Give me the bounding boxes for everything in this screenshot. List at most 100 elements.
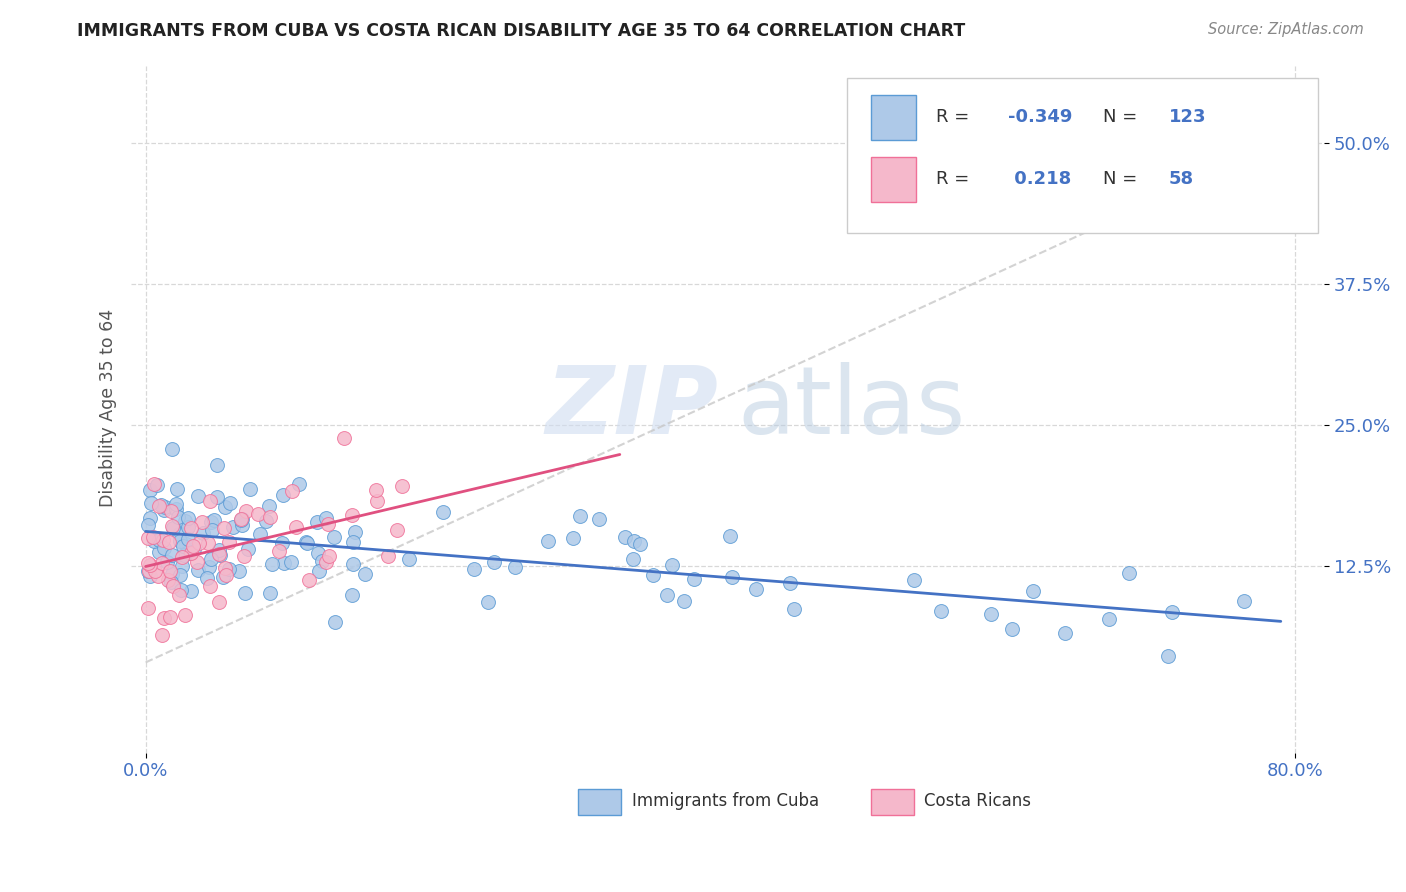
Point	[180, 583, 202, 598]
Point	[173, 548, 195, 562]
Point	[142, 530, 165, 544]
Point	[641, 568, 664, 582]
Point	[537, 534, 560, 549]
Point	[284, 520, 307, 534]
Point	[138, 556, 160, 570]
Point	[333, 431, 356, 445]
Point	[215, 568, 238, 582]
Point	[153, 610, 176, 624]
Point	[177, 519, 200, 533]
Point	[628, 536, 651, 550]
Point	[305, 515, 328, 529]
Point	[181, 539, 204, 553]
Point	[342, 535, 364, 549]
Point	[257, 500, 280, 514]
Point	[721, 570, 744, 584]
Point	[177, 510, 200, 524]
Point	[195, 571, 218, 585]
Point	[191, 516, 214, 530]
Point	[503, 560, 526, 574]
Point	[138, 558, 160, 572]
Point	[167, 527, 190, 541]
FancyBboxPatch shape	[870, 95, 917, 140]
Point	[562, 531, 585, 545]
Point	[200, 552, 222, 566]
Point	[159, 565, 181, 579]
Point	[148, 568, 170, 582]
Point	[1054, 626, 1077, 640]
Point	[228, 564, 250, 578]
Point	[212, 570, 235, 584]
Point	[159, 610, 181, 624]
Point	[344, 524, 367, 539]
Point	[153, 500, 176, 514]
Point	[298, 573, 321, 587]
Text: R =: R =	[936, 170, 970, 188]
Text: 0.218: 0.218	[1008, 170, 1071, 188]
FancyBboxPatch shape	[578, 789, 621, 814]
Point	[205, 491, 228, 505]
Point	[398, 552, 420, 566]
FancyBboxPatch shape	[870, 789, 914, 814]
Point	[174, 514, 197, 528]
Point	[323, 615, 346, 629]
Point	[142, 533, 165, 548]
Text: 123: 123	[1168, 108, 1206, 126]
Point	[235, 504, 257, 518]
Point	[198, 494, 221, 508]
Point	[218, 562, 240, 576]
Point	[200, 579, 222, 593]
Text: Source: ZipAtlas.com: Source: ZipAtlas.com	[1208, 22, 1364, 37]
Point	[162, 579, 184, 593]
Text: N =: N =	[1104, 108, 1137, 126]
Point	[288, 477, 311, 491]
Point	[198, 560, 221, 574]
Point	[232, 549, 254, 563]
Point	[249, 527, 271, 541]
Point	[221, 520, 243, 534]
Point	[322, 531, 344, 545]
Point	[174, 537, 197, 551]
Point	[231, 512, 253, 526]
Point	[655, 588, 678, 602]
Text: 58: 58	[1168, 170, 1194, 188]
Point	[366, 494, 388, 508]
Point	[173, 607, 195, 622]
Text: R =: R =	[936, 108, 970, 126]
Point	[315, 555, 337, 569]
Point	[1157, 649, 1180, 664]
Point	[239, 483, 262, 497]
Point	[745, 582, 768, 596]
Point	[214, 500, 236, 515]
Text: ZIP: ZIP	[546, 362, 718, 454]
Point	[197, 535, 219, 549]
Point	[231, 518, 253, 533]
Point	[364, 483, 387, 497]
Point	[207, 458, 229, 472]
Point	[201, 523, 224, 537]
Point	[143, 477, 166, 491]
Point	[683, 572, 706, 586]
Point	[267, 544, 290, 558]
Point	[259, 510, 281, 524]
Point	[170, 582, 193, 597]
Point	[259, 586, 281, 600]
Point	[165, 502, 187, 516]
Text: Costa Ricans: Costa Ricans	[924, 792, 1032, 810]
Point	[156, 555, 179, 569]
Point	[150, 628, 173, 642]
Point	[342, 558, 364, 572]
Point	[340, 508, 363, 522]
Point	[385, 524, 408, 538]
Text: -0.349: -0.349	[1008, 108, 1073, 126]
Point	[148, 499, 170, 513]
Point	[186, 555, 208, 569]
Point	[200, 516, 222, 530]
Point	[318, 549, 340, 563]
Point	[779, 575, 801, 590]
Y-axis label: Disability Age 35 to 64: Disability Age 35 to 64	[100, 310, 117, 508]
Point	[281, 483, 304, 498]
Point	[139, 569, 162, 583]
Point	[153, 541, 176, 555]
Point	[187, 563, 209, 577]
